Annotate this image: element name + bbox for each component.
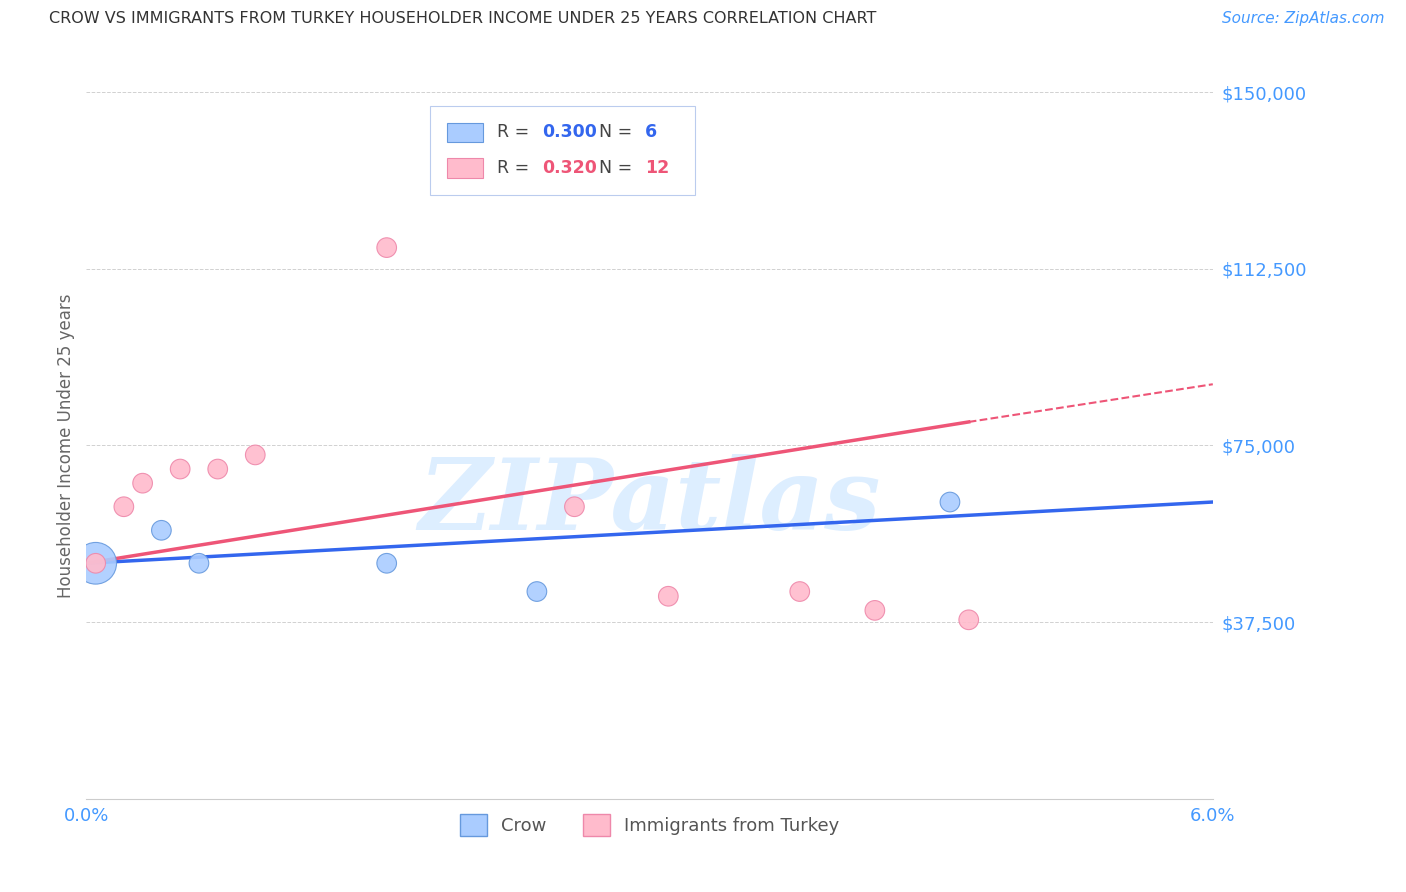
Point	[112, 500, 135, 514]
FancyBboxPatch shape	[447, 158, 482, 178]
Point	[131, 476, 153, 491]
Point	[375, 241, 398, 255]
FancyBboxPatch shape	[430, 106, 695, 194]
Text: N =: N =	[588, 159, 637, 177]
Point	[657, 589, 679, 603]
Point	[207, 462, 229, 476]
Point	[526, 584, 548, 599]
Point	[564, 500, 586, 514]
Legend: Crow, Immigrants from Turkey: Crow, Immigrants from Turkey	[453, 806, 846, 843]
Text: 6: 6	[645, 123, 657, 142]
FancyBboxPatch shape	[447, 122, 482, 143]
Point	[169, 462, 191, 476]
Point	[789, 584, 811, 599]
Text: R =: R =	[498, 159, 536, 177]
Text: ZIPatlas: ZIPatlas	[419, 454, 880, 550]
Text: R =: R =	[498, 123, 536, 142]
Text: 0.300: 0.300	[543, 123, 598, 142]
Text: 12: 12	[645, 159, 669, 177]
Y-axis label: Householder Income Under 25 years: Householder Income Under 25 years	[58, 293, 75, 598]
Point	[375, 556, 398, 570]
Point	[939, 495, 962, 509]
Point	[245, 448, 267, 462]
Point	[957, 613, 980, 627]
Point	[187, 556, 209, 570]
Text: 0.320: 0.320	[543, 159, 598, 177]
Point	[150, 523, 173, 537]
Text: N =: N =	[588, 123, 637, 142]
Text: CROW VS IMMIGRANTS FROM TURKEY HOUSEHOLDER INCOME UNDER 25 YEARS CORRELATION CHA: CROW VS IMMIGRANTS FROM TURKEY HOUSEHOLD…	[49, 11, 876, 26]
Text: Source: ZipAtlas.com: Source: ZipAtlas.com	[1222, 11, 1385, 26]
Point	[84, 556, 107, 570]
Point	[863, 603, 886, 617]
Point	[84, 556, 107, 570]
